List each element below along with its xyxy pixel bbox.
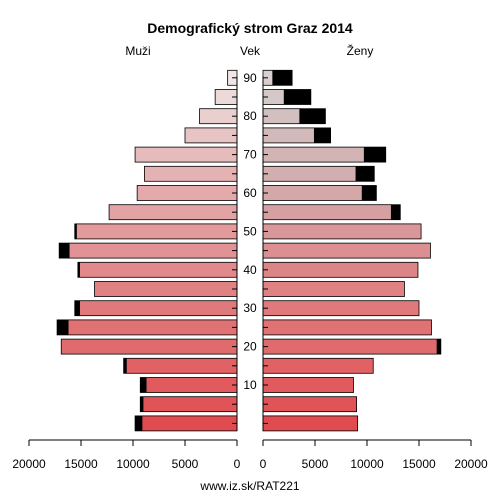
female-bar-age-10 xyxy=(262,377,354,393)
male-x-tick-label-20000: 20000 xyxy=(12,457,46,471)
male-bar-age-75 xyxy=(184,127,238,144)
female-excess-age-85 xyxy=(283,89,311,105)
male-bars xyxy=(56,69,238,432)
male-bar-age-0 xyxy=(134,415,238,432)
female-bar-age-55 xyxy=(262,204,401,221)
age-label: Vek xyxy=(240,44,261,58)
female-label: Ženy xyxy=(347,43,374,58)
male-bar-age-70 xyxy=(134,146,238,163)
male-bar-age-50 xyxy=(74,223,238,240)
age-tick-label-50: 50 xyxy=(243,224,257,238)
female-excess-age-20 xyxy=(436,339,441,355)
female-x-tick-label-5000: 5000 xyxy=(302,457,329,471)
male-excess-age-25 xyxy=(57,319,69,335)
male-label: Muži xyxy=(125,44,150,58)
age-tick-label-10: 10 xyxy=(243,378,257,392)
male-excess-age-0 xyxy=(135,415,143,431)
age-tick-label-40: 40 xyxy=(243,263,257,277)
male-bar-age-5 xyxy=(139,396,238,413)
male-bar-age-45 xyxy=(58,242,238,259)
male-bar-age-25 xyxy=(56,319,238,336)
female-excess-age-90 xyxy=(272,70,293,86)
female-bar-age-50 xyxy=(262,223,422,240)
female-bar-age-25 xyxy=(262,319,432,336)
x-axes: 20000 15000 10000 5000 0 0 5000 10000 15000 20000 xyxy=(12,439,488,471)
source-label: www.iz.sk/RAT221 xyxy=(199,479,299,493)
age-tick-label-80: 80 xyxy=(243,109,257,123)
male-bar-age-60 xyxy=(136,185,238,201)
age-tick-label-70: 70 xyxy=(243,148,257,162)
age-axis: 10 20 30 40 50 60 70 80 90 xyxy=(232,71,268,431)
male-bar-age-10 xyxy=(139,377,238,393)
male-excess-age-40 xyxy=(77,262,80,278)
female-excess-age-80 xyxy=(299,108,326,124)
male-bar-age-65 xyxy=(144,165,238,182)
female-x-tick-label-10000: 10000 xyxy=(350,457,384,471)
male-x-tick-label-10000: 10000 xyxy=(116,457,150,471)
female-bar-age-15 xyxy=(262,357,374,374)
male-bar-age-20 xyxy=(60,338,238,355)
female-bar-age-5 xyxy=(262,396,357,413)
male-excess-age-15 xyxy=(123,358,127,374)
female-bars xyxy=(262,69,442,432)
male-bar-age-35 xyxy=(94,281,238,297)
female-excess-age-65 xyxy=(355,166,375,182)
male-bar-age-15 xyxy=(123,357,238,374)
female-excess-age-60 xyxy=(361,185,377,201)
male-bar-age-80 xyxy=(199,108,238,125)
age-tick-label-60: 60 xyxy=(243,186,257,200)
chart-title: Demografický strom Graz 2014 xyxy=(147,20,353,36)
female-bar-age-45 xyxy=(262,242,431,259)
male-excess-age-50 xyxy=(74,223,77,239)
female-bar-age-40 xyxy=(262,261,419,278)
female-x-tick-label-20000: 20000 xyxy=(454,457,488,471)
male-excess-age-10 xyxy=(140,377,147,393)
female-bar-age-30 xyxy=(262,300,420,317)
male-excess-age-45 xyxy=(59,243,70,259)
age-tick-label-30: 30 xyxy=(243,301,257,315)
female-x-tick-label-0: 0 xyxy=(260,457,267,471)
male-x-tick-label-15000: 15000 xyxy=(64,457,98,471)
female-x-tick-label-15000: 15000 xyxy=(402,457,436,471)
age-tick-label-90: 90 xyxy=(243,71,257,85)
female-excess-age-55 xyxy=(390,204,401,220)
male-excess-age-5 xyxy=(140,396,144,412)
male-bar-age-40 xyxy=(77,261,238,278)
age-tick-label-20: 20 xyxy=(243,340,257,354)
female-bar-age-0 xyxy=(262,415,359,432)
female-bar-age-60 xyxy=(262,185,377,201)
male-x-tick-label-0: 0 xyxy=(234,457,241,471)
male-bar-age-55 xyxy=(108,204,238,221)
female-bar-age-20 xyxy=(262,338,442,355)
female-excess-age-70 xyxy=(363,147,386,163)
female-bar-age-35 xyxy=(262,281,405,297)
male-x-tick-label-5000: 5000 xyxy=(172,457,199,471)
male-excess-age-30 xyxy=(74,300,80,316)
female-excess-age-75 xyxy=(313,127,331,143)
male-bar-age-30 xyxy=(74,300,238,317)
